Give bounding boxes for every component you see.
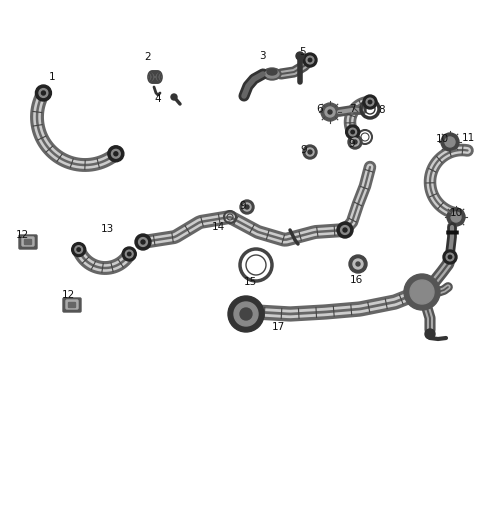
Text: 15: 15	[243, 277, 257, 287]
Circle shape	[114, 152, 118, 156]
Text: 5: 5	[299, 47, 305, 57]
Circle shape	[108, 146, 124, 162]
Ellipse shape	[263, 68, 281, 80]
Circle shape	[343, 228, 347, 232]
Circle shape	[346, 125, 360, 139]
Text: 9: 9	[348, 139, 355, 149]
Text: 9: 9	[300, 145, 307, 155]
Circle shape	[341, 226, 349, 234]
Circle shape	[308, 150, 312, 154]
FancyBboxPatch shape	[69, 303, 75, 308]
Circle shape	[351, 130, 354, 134]
Circle shape	[443, 250, 457, 264]
Text: 14: 14	[211, 222, 225, 232]
Circle shape	[349, 128, 357, 136]
Circle shape	[351, 138, 359, 146]
Circle shape	[75, 246, 83, 253]
Circle shape	[135, 234, 151, 250]
FancyBboxPatch shape	[22, 237, 34, 246]
Circle shape	[321, 103, 339, 121]
Circle shape	[348, 135, 362, 149]
Circle shape	[337, 222, 353, 238]
Circle shape	[296, 52, 304, 60]
Text: 1: 1	[48, 72, 55, 82]
Text: 16: 16	[349, 275, 362, 285]
Circle shape	[325, 107, 335, 117]
Circle shape	[446, 253, 454, 261]
Circle shape	[410, 280, 434, 304]
FancyBboxPatch shape	[24, 240, 32, 245]
Circle shape	[36, 85, 51, 101]
Circle shape	[328, 110, 332, 114]
FancyBboxPatch shape	[63, 298, 81, 312]
Circle shape	[441, 133, 459, 151]
Circle shape	[128, 252, 131, 256]
Text: 8: 8	[379, 105, 385, 115]
Text: 3: 3	[259, 51, 265, 61]
Circle shape	[139, 238, 147, 246]
Ellipse shape	[265, 70, 279, 78]
Circle shape	[308, 58, 312, 62]
Circle shape	[445, 137, 455, 147]
FancyBboxPatch shape	[19, 235, 37, 249]
Circle shape	[404, 274, 440, 310]
Circle shape	[243, 203, 251, 211]
Circle shape	[303, 53, 317, 67]
Text: 11: 11	[461, 133, 475, 143]
Circle shape	[41, 91, 46, 95]
Text: 13: 13	[100, 224, 114, 234]
Circle shape	[141, 240, 145, 244]
FancyBboxPatch shape	[66, 300, 78, 309]
Text: 17: 17	[271, 322, 285, 332]
Circle shape	[111, 150, 120, 158]
Circle shape	[366, 98, 374, 106]
Circle shape	[228, 296, 264, 332]
Circle shape	[451, 212, 461, 222]
Text: 9: 9	[240, 201, 246, 211]
Circle shape	[234, 302, 258, 326]
Circle shape	[353, 140, 357, 144]
Circle shape	[306, 148, 314, 156]
Text: 12: 12	[61, 290, 74, 300]
Circle shape	[77, 248, 81, 251]
Circle shape	[448, 255, 452, 259]
Text: 7: 7	[348, 104, 355, 114]
Circle shape	[306, 56, 314, 64]
Circle shape	[353, 259, 363, 269]
Text: 6: 6	[317, 104, 324, 114]
Circle shape	[303, 145, 317, 159]
Circle shape	[425, 329, 435, 339]
Text: 10: 10	[449, 208, 463, 218]
Text: 10: 10	[435, 134, 449, 144]
Circle shape	[447, 208, 465, 226]
Circle shape	[171, 94, 177, 100]
Circle shape	[125, 250, 133, 258]
Circle shape	[245, 205, 249, 209]
Circle shape	[240, 308, 252, 320]
Circle shape	[240, 200, 254, 214]
Text: 4: 4	[155, 94, 161, 104]
Ellipse shape	[267, 69, 277, 75]
Circle shape	[72, 243, 86, 257]
Circle shape	[368, 100, 372, 104]
Circle shape	[122, 247, 136, 261]
Circle shape	[39, 89, 48, 97]
Text: 2: 2	[144, 52, 151, 62]
Circle shape	[356, 262, 360, 266]
Text: 12: 12	[15, 230, 29, 240]
Circle shape	[349, 255, 367, 273]
Circle shape	[363, 95, 377, 109]
